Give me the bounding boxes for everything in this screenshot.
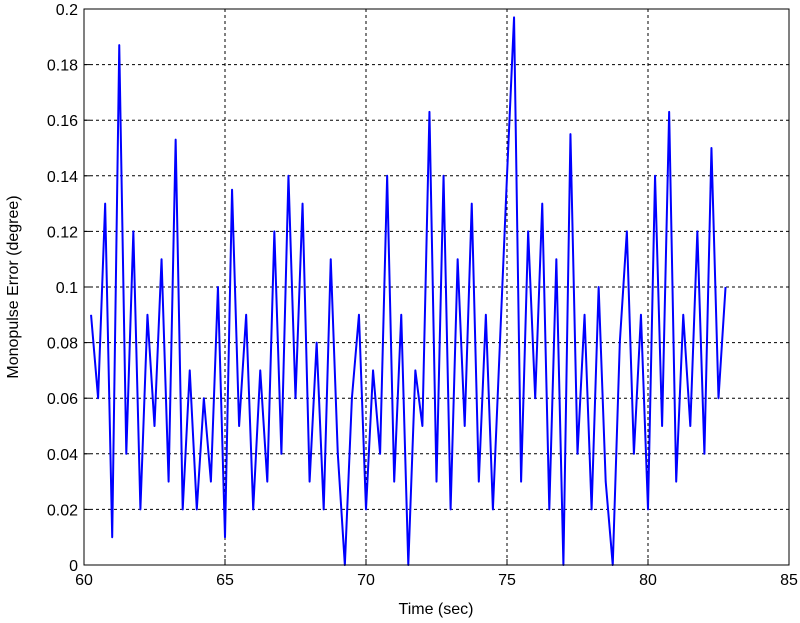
y-tick-label: 0.2 — [56, 2, 78, 19]
y-tick-label: 0.16 — [47, 113, 78, 130]
x-tick-label: 80 — [639, 572, 657, 589]
x-axis-label: Time (sec) — [399, 601, 474, 618]
y-tick-label: 0.02 — [47, 502, 78, 519]
y-tick-label: 0.06 — [47, 391, 78, 408]
x-tick-label: 70 — [357, 572, 375, 589]
x-tick-label: 85 — [780, 572, 798, 589]
y-axis-label: Monopulse Error (degree) — [5, 195, 22, 378]
y-tick-label: 0.04 — [47, 447, 78, 464]
y-tick-label: 0.1 — [56, 280, 78, 297]
y-tick-label: 0.18 — [47, 58, 78, 75]
plot-frame — [83, 8, 790, 566]
x-tick-label: 60 — [75, 572, 93, 589]
y-tick-label: 0.08 — [47, 336, 78, 353]
x-tick-label: 65 — [216, 572, 234, 589]
y-tick-label: 0.12 — [47, 224, 78, 241]
x-tick-label: 75 — [498, 572, 516, 589]
y-tick-label: 0.14 — [47, 169, 78, 186]
y-tick-label: 0 — [69, 558, 78, 575]
